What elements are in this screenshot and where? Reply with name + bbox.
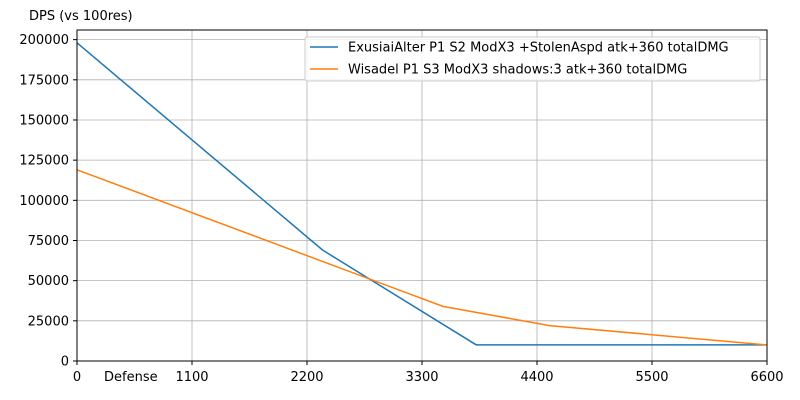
legend-label-exusiai: ExusiaiAlter P1 S2 ModX3 +StolenAspd atk… <box>348 41 729 56</box>
series-line-0 <box>76 42 767 346</box>
y-tick-label: 125000 <box>19 154 69 169</box>
x-tick-label: 2200 <box>290 370 323 385</box>
series-layer <box>76 42 768 346</box>
x-tick-label: 4400 <box>520 370 553 385</box>
y-axis-label: DPS (vs 100res) <box>29 9 133 24</box>
y-tick-label: 75000 <box>28 234 69 249</box>
y-tick-label: 25000 <box>28 314 69 329</box>
ticks: 0 1100 2200 3300 4400 5500 6600 0 25000 50000 7500… <box>19 33 783 385</box>
y-tick-label: 100000 <box>19 194 69 209</box>
legend-label-wisadel: Wisadel P1 S3 ModX3 shadows:3 atk+360 to… <box>348 63 687 78</box>
legend-box <box>304 36 761 82</box>
y-tick-label: 175000 <box>19 73 69 88</box>
x-tick-label: 5500 <box>635 370 668 385</box>
x-axis-label: Defense <box>104 370 158 385</box>
x-tick-label: 0 <box>73 370 81 385</box>
x-tick-label: 1100 <box>175 370 208 385</box>
y-tick-label: 0 <box>61 355 69 370</box>
y-tick-label: 150000 <box>19 113 69 128</box>
legend: ExusiaiAlter P1 S2 ModX3 +StolenAspd atk… <box>304 36 761 82</box>
y-tick-label: 200000 <box>19 33 69 48</box>
x-tick-label: 3300 <box>405 370 438 385</box>
x-tick-label: 6600 <box>750 370 783 385</box>
grid <box>76 30 768 362</box>
series-line-1 <box>76 169 768 346</box>
y-tick-label: 50000 <box>28 274 69 289</box>
